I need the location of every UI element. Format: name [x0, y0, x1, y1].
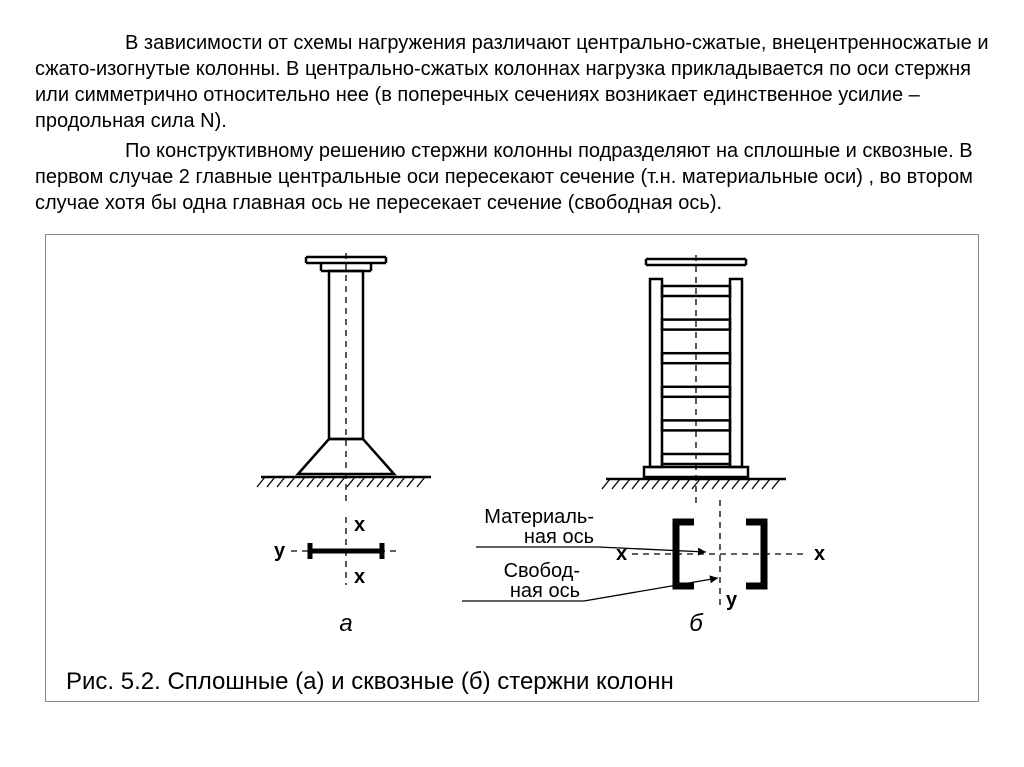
svg-text:Свобод-: Свобод-: [504, 560, 580, 582]
figure-diagram: ххуаххуМатериаль-ная осьСвобод-ная осьб: [56, 249, 976, 644]
svg-text:а: а: [339, 610, 352, 637]
svg-text:у: у: [274, 540, 286, 562]
svg-text:х: х: [616, 543, 627, 565]
figure-frame: ххуаххуМатериаль-ная осьСвобод-ная осьб …: [45, 234, 979, 702]
svg-text:х: х: [814, 543, 825, 565]
svg-text:ная ось: ная ось: [510, 580, 580, 602]
paragraph-1: В зависимости от схемы нагружения различ…: [35, 30, 989, 134]
svg-text:у: у: [726, 589, 738, 611]
svg-text:б: б: [689, 610, 704, 637]
figure-caption: Рис. 5.2. Сплошные (а) и сквозные (б) ст…: [56, 666, 968, 697]
svg-text:Материаль-: Материаль-: [484, 506, 594, 528]
svg-text:х: х: [354, 566, 365, 588]
paragraph-2: По конструктивному решению стержни колон…: [35, 138, 989, 216]
svg-text:х: х: [354, 514, 365, 536]
svg-text:ная ось: ная ось: [524, 526, 594, 548]
